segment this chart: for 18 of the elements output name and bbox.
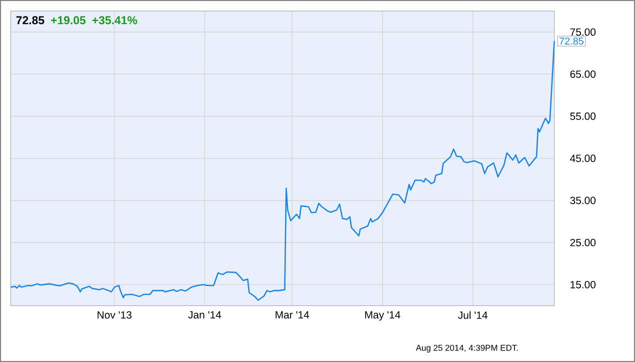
x-tick-label: May '14 (365, 311, 400, 321)
y-tick-label: 45.00 (570, 154, 596, 162)
y-tick-label: 25.00 (570, 238, 596, 246)
x-tick-label: Jul '14 (458, 311, 488, 319)
annotation: +19.05 (51, 16, 86, 24)
y-tick-label: 65.00 (570, 70, 596, 78)
y-tick-label: 75.00 (570, 28, 596, 36)
line-series (10, 40, 555, 301)
annotation: +35.41% (92, 16, 138, 24)
chart-title: 72.85 (16, 16, 44, 24)
y-tick-label: 35.00 (570, 196, 596, 204)
x-tick-label: Jan '14 (188, 311, 222, 319)
annotation: 72.85 (560, 38, 584, 45)
text: Aug 25 2014, 4:39PM EDT. (416, 344, 518, 352)
x-tick-label: Mar '14 (276, 311, 310, 319)
y-tick-label: 55.00 (570, 112, 596, 120)
x-tick-label: Nov '13 (98, 311, 132, 319)
y-tick-label: 15.00 (570, 280, 596, 288)
